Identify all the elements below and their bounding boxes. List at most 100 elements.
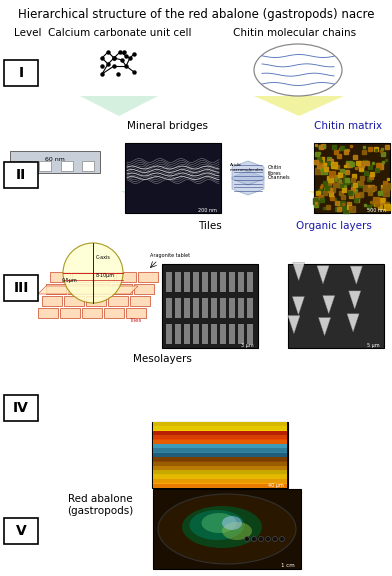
FancyBboxPatch shape xyxy=(184,324,190,344)
FancyBboxPatch shape xyxy=(64,296,84,306)
Text: Red abalone
(gastropods): Red abalone (gastropods) xyxy=(67,494,133,516)
FancyBboxPatch shape xyxy=(50,272,70,282)
FancyBboxPatch shape xyxy=(211,298,217,318)
Ellipse shape xyxy=(222,522,252,540)
Polygon shape xyxy=(319,317,330,336)
FancyBboxPatch shape xyxy=(211,272,217,292)
FancyBboxPatch shape xyxy=(166,272,172,292)
FancyBboxPatch shape xyxy=(238,324,244,344)
FancyBboxPatch shape xyxy=(166,298,172,318)
Polygon shape xyxy=(349,291,361,309)
FancyBboxPatch shape xyxy=(229,272,235,292)
Text: Organic layers: Organic layers xyxy=(296,221,372,231)
FancyBboxPatch shape xyxy=(166,324,172,344)
FancyBboxPatch shape xyxy=(153,489,301,569)
FancyBboxPatch shape xyxy=(175,272,181,292)
FancyBboxPatch shape xyxy=(42,296,62,306)
Polygon shape xyxy=(350,266,362,284)
FancyBboxPatch shape xyxy=(125,143,221,213)
Text: 5 μm: 5 μm xyxy=(367,343,380,348)
FancyBboxPatch shape xyxy=(39,161,51,171)
Text: Tiles: Tiles xyxy=(198,221,222,231)
Text: Acidic
macromolecules: Acidic macromolecules xyxy=(230,163,264,172)
FancyBboxPatch shape xyxy=(220,272,226,292)
Text: I: I xyxy=(18,66,24,80)
FancyBboxPatch shape xyxy=(193,298,199,318)
Circle shape xyxy=(265,536,270,541)
FancyBboxPatch shape xyxy=(175,324,181,344)
FancyBboxPatch shape xyxy=(90,284,110,294)
FancyBboxPatch shape xyxy=(229,298,235,318)
FancyBboxPatch shape xyxy=(175,298,181,318)
FancyBboxPatch shape xyxy=(184,298,190,318)
Circle shape xyxy=(258,536,263,541)
Text: Calcium carbonate unit cell: Calcium carbonate unit cell xyxy=(48,28,192,38)
FancyBboxPatch shape xyxy=(82,308,102,318)
FancyBboxPatch shape xyxy=(238,298,244,318)
FancyBboxPatch shape xyxy=(162,264,258,348)
Circle shape xyxy=(272,536,278,541)
Text: Channels: Channels xyxy=(268,175,290,180)
FancyBboxPatch shape xyxy=(153,461,287,466)
Text: Chitin
fibres: Chitin fibres xyxy=(268,165,282,176)
FancyBboxPatch shape xyxy=(153,444,287,448)
FancyBboxPatch shape xyxy=(193,272,199,292)
Ellipse shape xyxy=(158,494,296,564)
Text: 8-10μm: 8-10μm xyxy=(96,273,115,278)
Polygon shape xyxy=(80,96,158,116)
FancyBboxPatch shape xyxy=(152,422,288,488)
Polygon shape xyxy=(293,263,305,281)
Polygon shape xyxy=(175,423,265,440)
Polygon shape xyxy=(232,161,264,185)
FancyBboxPatch shape xyxy=(82,161,94,171)
Ellipse shape xyxy=(182,506,262,548)
FancyBboxPatch shape xyxy=(86,296,106,306)
FancyBboxPatch shape xyxy=(4,395,38,421)
Polygon shape xyxy=(38,286,138,294)
FancyBboxPatch shape xyxy=(288,264,384,348)
Circle shape xyxy=(63,243,123,303)
Text: 3 μm: 3 μm xyxy=(241,343,254,348)
Ellipse shape xyxy=(201,513,236,533)
Ellipse shape xyxy=(189,510,245,540)
FancyBboxPatch shape xyxy=(153,439,287,444)
FancyBboxPatch shape xyxy=(138,272,158,282)
FancyBboxPatch shape xyxy=(314,143,390,213)
FancyBboxPatch shape xyxy=(247,272,253,292)
FancyBboxPatch shape xyxy=(153,457,287,461)
FancyBboxPatch shape xyxy=(72,272,92,282)
FancyBboxPatch shape xyxy=(220,324,226,344)
FancyBboxPatch shape xyxy=(4,518,38,544)
FancyBboxPatch shape xyxy=(108,296,128,306)
FancyBboxPatch shape xyxy=(112,284,132,294)
Text: Chitin molecular chains: Chitin molecular chains xyxy=(234,28,357,38)
FancyBboxPatch shape xyxy=(184,272,190,292)
Text: 1 cm: 1 cm xyxy=(281,563,295,568)
Text: C-axis: C-axis xyxy=(96,255,111,260)
Text: 500 nm: 500 nm xyxy=(367,208,386,213)
Circle shape xyxy=(252,536,256,541)
FancyBboxPatch shape xyxy=(153,426,287,431)
Polygon shape xyxy=(323,295,335,313)
Polygon shape xyxy=(232,171,264,195)
FancyBboxPatch shape xyxy=(153,465,287,471)
Text: 200 nm: 200 nm xyxy=(198,208,217,213)
Circle shape xyxy=(279,536,285,541)
FancyBboxPatch shape xyxy=(4,275,38,301)
FancyBboxPatch shape xyxy=(104,308,124,318)
FancyBboxPatch shape xyxy=(247,324,253,344)
FancyBboxPatch shape xyxy=(202,272,208,292)
FancyBboxPatch shape xyxy=(220,298,226,318)
FancyBboxPatch shape xyxy=(134,284,154,294)
Circle shape xyxy=(245,536,249,541)
Polygon shape xyxy=(317,266,329,284)
FancyBboxPatch shape xyxy=(4,60,38,86)
FancyBboxPatch shape xyxy=(38,308,58,318)
FancyBboxPatch shape xyxy=(130,296,150,306)
Text: 60 nm: 60 nm xyxy=(45,157,65,162)
Polygon shape xyxy=(292,297,305,314)
FancyBboxPatch shape xyxy=(193,324,199,344)
FancyBboxPatch shape xyxy=(153,474,287,479)
FancyBboxPatch shape xyxy=(46,284,66,294)
Ellipse shape xyxy=(222,516,242,530)
